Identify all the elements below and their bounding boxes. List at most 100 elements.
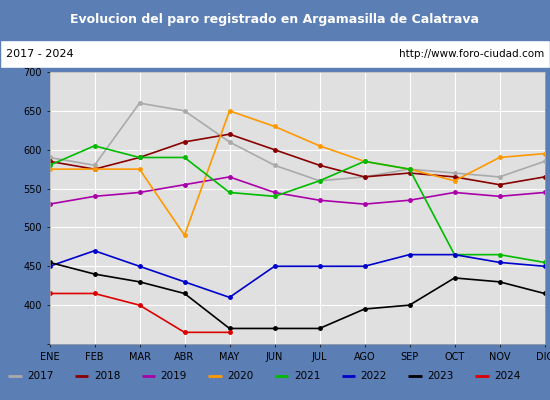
2023 <box>46 260 53 265</box>
2019 <box>451 190 458 195</box>
2017 <box>271 163 278 168</box>
2017 <box>496 174 503 179</box>
2017 <box>316 178 323 183</box>
Line: 2023: 2023 <box>48 261 546 330</box>
2023 <box>406 303 413 308</box>
Text: 2020: 2020 <box>227 371 254 381</box>
2018 <box>91 167 98 172</box>
2021 <box>181 155 188 160</box>
2020 <box>496 155 503 160</box>
2022 <box>271 264 278 269</box>
2022 <box>496 260 503 265</box>
2019 <box>361 202 368 206</box>
Line: 2018: 2018 <box>48 132 546 186</box>
Line: 2019: 2019 <box>48 175 546 206</box>
2022 <box>316 264 323 269</box>
2022 <box>91 248 98 253</box>
Text: 2023: 2023 <box>427 371 454 381</box>
2017 <box>361 174 368 179</box>
2023 <box>91 272 98 276</box>
2021 <box>496 252 503 257</box>
2024 <box>226 330 233 335</box>
2024 <box>136 303 143 308</box>
2017 <box>46 155 53 160</box>
2019 <box>541 190 548 195</box>
2023 <box>226 326 233 331</box>
Line: 2022: 2022 <box>48 249 546 299</box>
2020 <box>406 167 413 172</box>
2022 <box>541 264 548 269</box>
Text: Evolucion del paro registrado en Argamasilla de Calatrava: Evolucion del paro registrado en Argamas… <box>70 14 480 26</box>
2023 <box>316 326 323 331</box>
2019 <box>136 190 143 195</box>
2020 <box>271 124 278 129</box>
2024 <box>91 291 98 296</box>
2021 <box>91 144 98 148</box>
2021 <box>46 163 53 168</box>
Text: 2021: 2021 <box>294 371 320 381</box>
2018 <box>226 132 233 136</box>
2024 <box>46 291 53 296</box>
2018 <box>541 174 548 179</box>
2021 <box>451 252 458 257</box>
2022 <box>361 264 368 269</box>
2022 <box>46 264 53 269</box>
2020 <box>181 233 188 238</box>
Text: 2022: 2022 <box>361 371 387 381</box>
2021 <box>361 159 368 164</box>
2020 <box>361 159 368 164</box>
2018 <box>406 171 413 176</box>
2019 <box>406 198 413 203</box>
2019 <box>496 194 503 199</box>
2019 <box>91 194 98 199</box>
2022 <box>406 252 413 257</box>
Text: 2024: 2024 <box>494 371 520 381</box>
2023 <box>496 280 503 284</box>
2020 <box>451 178 458 183</box>
2018 <box>316 163 323 168</box>
2020 <box>226 108 233 113</box>
Line: 2021: 2021 <box>48 144 546 264</box>
Text: 2018: 2018 <box>94 371 120 381</box>
Text: 2017: 2017 <box>27 371 53 381</box>
2017 <box>136 101 143 106</box>
2018 <box>271 147 278 152</box>
2017 <box>226 140 233 144</box>
2019 <box>46 202 53 206</box>
2021 <box>316 178 323 183</box>
Line: 2024: 2024 <box>48 292 231 334</box>
2017 <box>406 167 413 172</box>
2023 <box>541 291 548 296</box>
2020 <box>46 167 53 172</box>
2022 <box>451 252 458 257</box>
2020 <box>91 167 98 172</box>
2018 <box>361 174 368 179</box>
2023 <box>136 280 143 284</box>
2018 <box>496 182 503 187</box>
2018 <box>136 155 143 160</box>
2023 <box>181 291 188 296</box>
Line: 2017: 2017 <box>48 101 546 182</box>
2020 <box>541 151 548 156</box>
2021 <box>541 260 548 265</box>
2020 <box>316 144 323 148</box>
2018 <box>181 140 188 144</box>
2022 <box>226 295 233 300</box>
2024 <box>181 330 188 335</box>
Line: 2020: 2020 <box>48 109 546 237</box>
Text: 2019: 2019 <box>161 371 187 381</box>
2019 <box>181 182 188 187</box>
2020 <box>136 167 143 172</box>
2017 <box>541 159 548 164</box>
Text: 2017 - 2024: 2017 - 2024 <box>6 49 73 59</box>
2021 <box>271 194 278 199</box>
Text: http://www.foro-ciudad.com: http://www.foro-ciudad.com <box>399 49 544 59</box>
2017 <box>181 108 188 113</box>
2021 <box>226 190 233 195</box>
2019 <box>316 198 323 203</box>
2018 <box>46 159 53 164</box>
2021 <box>136 155 143 160</box>
2023 <box>451 276 458 280</box>
2022 <box>136 264 143 269</box>
2017 <box>91 163 98 168</box>
